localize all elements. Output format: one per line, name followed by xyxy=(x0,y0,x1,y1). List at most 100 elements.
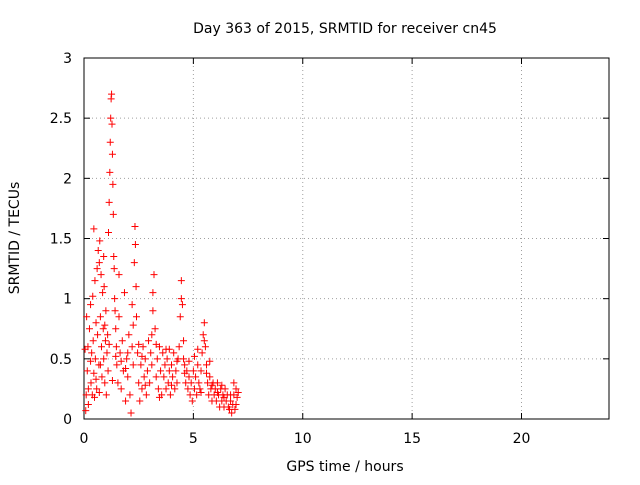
data-point xyxy=(130,259,138,267)
data-point xyxy=(131,241,139,249)
data-point xyxy=(143,367,151,375)
data-point xyxy=(109,180,117,188)
y-axis-label: SRMTID / TECUs xyxy=(7,182,23,295)
data-point xyxy=(197,367,205,375)
data-point xyxy=(96,361,104,369)
data-point xyxy=(168,361,175,369)
data-point xyxy=(194,361,202,369)
data-point xyxy=(128,343,136,351)
data-point xyxy=(184,385,192,393)
data-point xyxy=(159,349,167,357)
data-point xyxy=(232,401,240,409)
data-point xyxy=(162,385,170,393)
data-point xyxy=(112,343,120,351)
data-point xyxy=(84,401,92,409)
data-point xyxy=(227,391,235,399)
data-point xyxy=(98,343,105,351)
data-point xyxy=(117,357,125,365)
data-point xyxy=(165,345,173,353)
data-point xyxy=(84,385,92,393)
data-point xyxy=(93,385,101,393)
data-point xyxy=(126,391,134,399)
data-point xyxy=(83,367,91,375)
data-point xyxy=(122,397,130,405)
data-point xyxy=(157,367,165,375)
data-point xyxy=(166,391,174,399)
data-point xyxy=(193,391,201,399)
data-point xyxy=(108,376,116,384)
data-point xyxy=(161,361,169,369)
data-point xyxy=(116,349,124,357)
data-point xyxy=(115,313,123,321)
data-point xyxy=(142,391,150,399)
grid xyxy=(84,58,609,419)
data-point xyxy=(181,361,189,369)
data-point xyxy=(115,271,123,279)
x-tick-label: 15 xyxy=(403,431,421,447)
data-point xyxy=(82,391,90,399)
data-point xyxy=(97,271,105,279)
data-point xyxy=(102,391,110,399)
data-point xyxy=(83,313,91,321)
data-point xyxy=(201,343,209,351)
data-point xyxy=(152,373,160,381)
data-point xyxy=(129,321,137,329)
data-point xyxy=(135,379,143,387)
data-point xyxy=(106,138,114,146)
data-point xyxy=(176,313,184,321)
data-point xyxy=(175,343,183,351)
data-point xyxy=(131,222,139,230)
y-tick-label: 1.5 xyxy=(50,232,72,248)
data-point xyxy=(227,397,235,405)
data-point xyxy=(94,331,102,339)
data-point xyxy=(138,385,146,393)
y-tick-label: 0.5 xyxy=(50,352,72,368)
data-point xyxy=(172,367,180,375)
data-point xyxy=(113,361,121,369)
data-point xyxy=(170,349,178,357)
data-point xyxy=(101,337,109,345)
data-point xyxy=(122,364,130,372)
data-point xyxy=(124,349,132,357)
x-tick-label: 5 xyxy=(189,431,198,447)
data-point xyxy=(221,385,229,393)
x-tick-label: 10 xyxy=(294,431,312,447)
data-point xyxy=(114,379,122,387)
data-point xyxy=(213,389,221,397)
data-point xyxy=(93,265,101,273)
data-point xyxy=(95,259,103,267)
data-point xyxy=(173,379,181,387)
data-point xyxy=(91,277,99,285)
data-point xyxy=(112,325,120,333)
data-point xyxy=(110,265,118,273)
data-point xyxy=(106,168,114,176)
data-point xyxy=(112,352,120,360)
data-point xyxy=(234,389,242,397)
data-point xyxy=(147,349,155,357)
x-axis-label: GPS time / hours xyxy=(286,459,403,475)
data-point xyxy=(200,319,208,327)
data-point xyxy=(195,379,203,387)
data-point xyxy=(228,409,236,417)
data-point xyxy=(129,361,137,369)
data-point xyxy=(87,357,95,365)
data-point xyxy=(140,373,148,381)
data-point xyxy=(206,357,214,365)
y-tick-label: 0 xyxy=(63,412,72,428)
data-point xyxy=(92,319,100,327)
data-point xyxy=(192,373,200,381)
data-point xyxy=(99,325,107,333)
data-point xyxy=(91,393,98,401)
data-point xyxy=(168,381,175,389)
data-point xyxy=(190,352,198,360)
data-point xyxy=(84,343,92,351)
data-point xyxy=(198,349,206,357)
data-points xyxy=(81,90,242,417)
data-point xyxy=(139,343,147,351)
data-point xyxy=(197,389,205,397)
data-point xyxy=(105,198,113,206)
data-point xyxy=(155,393,163,401)
data-point xyxy=(101,321,109,329)
data-point xyxy=(128,301,136,309)
data-point xyxy=(188,397,196,405)
